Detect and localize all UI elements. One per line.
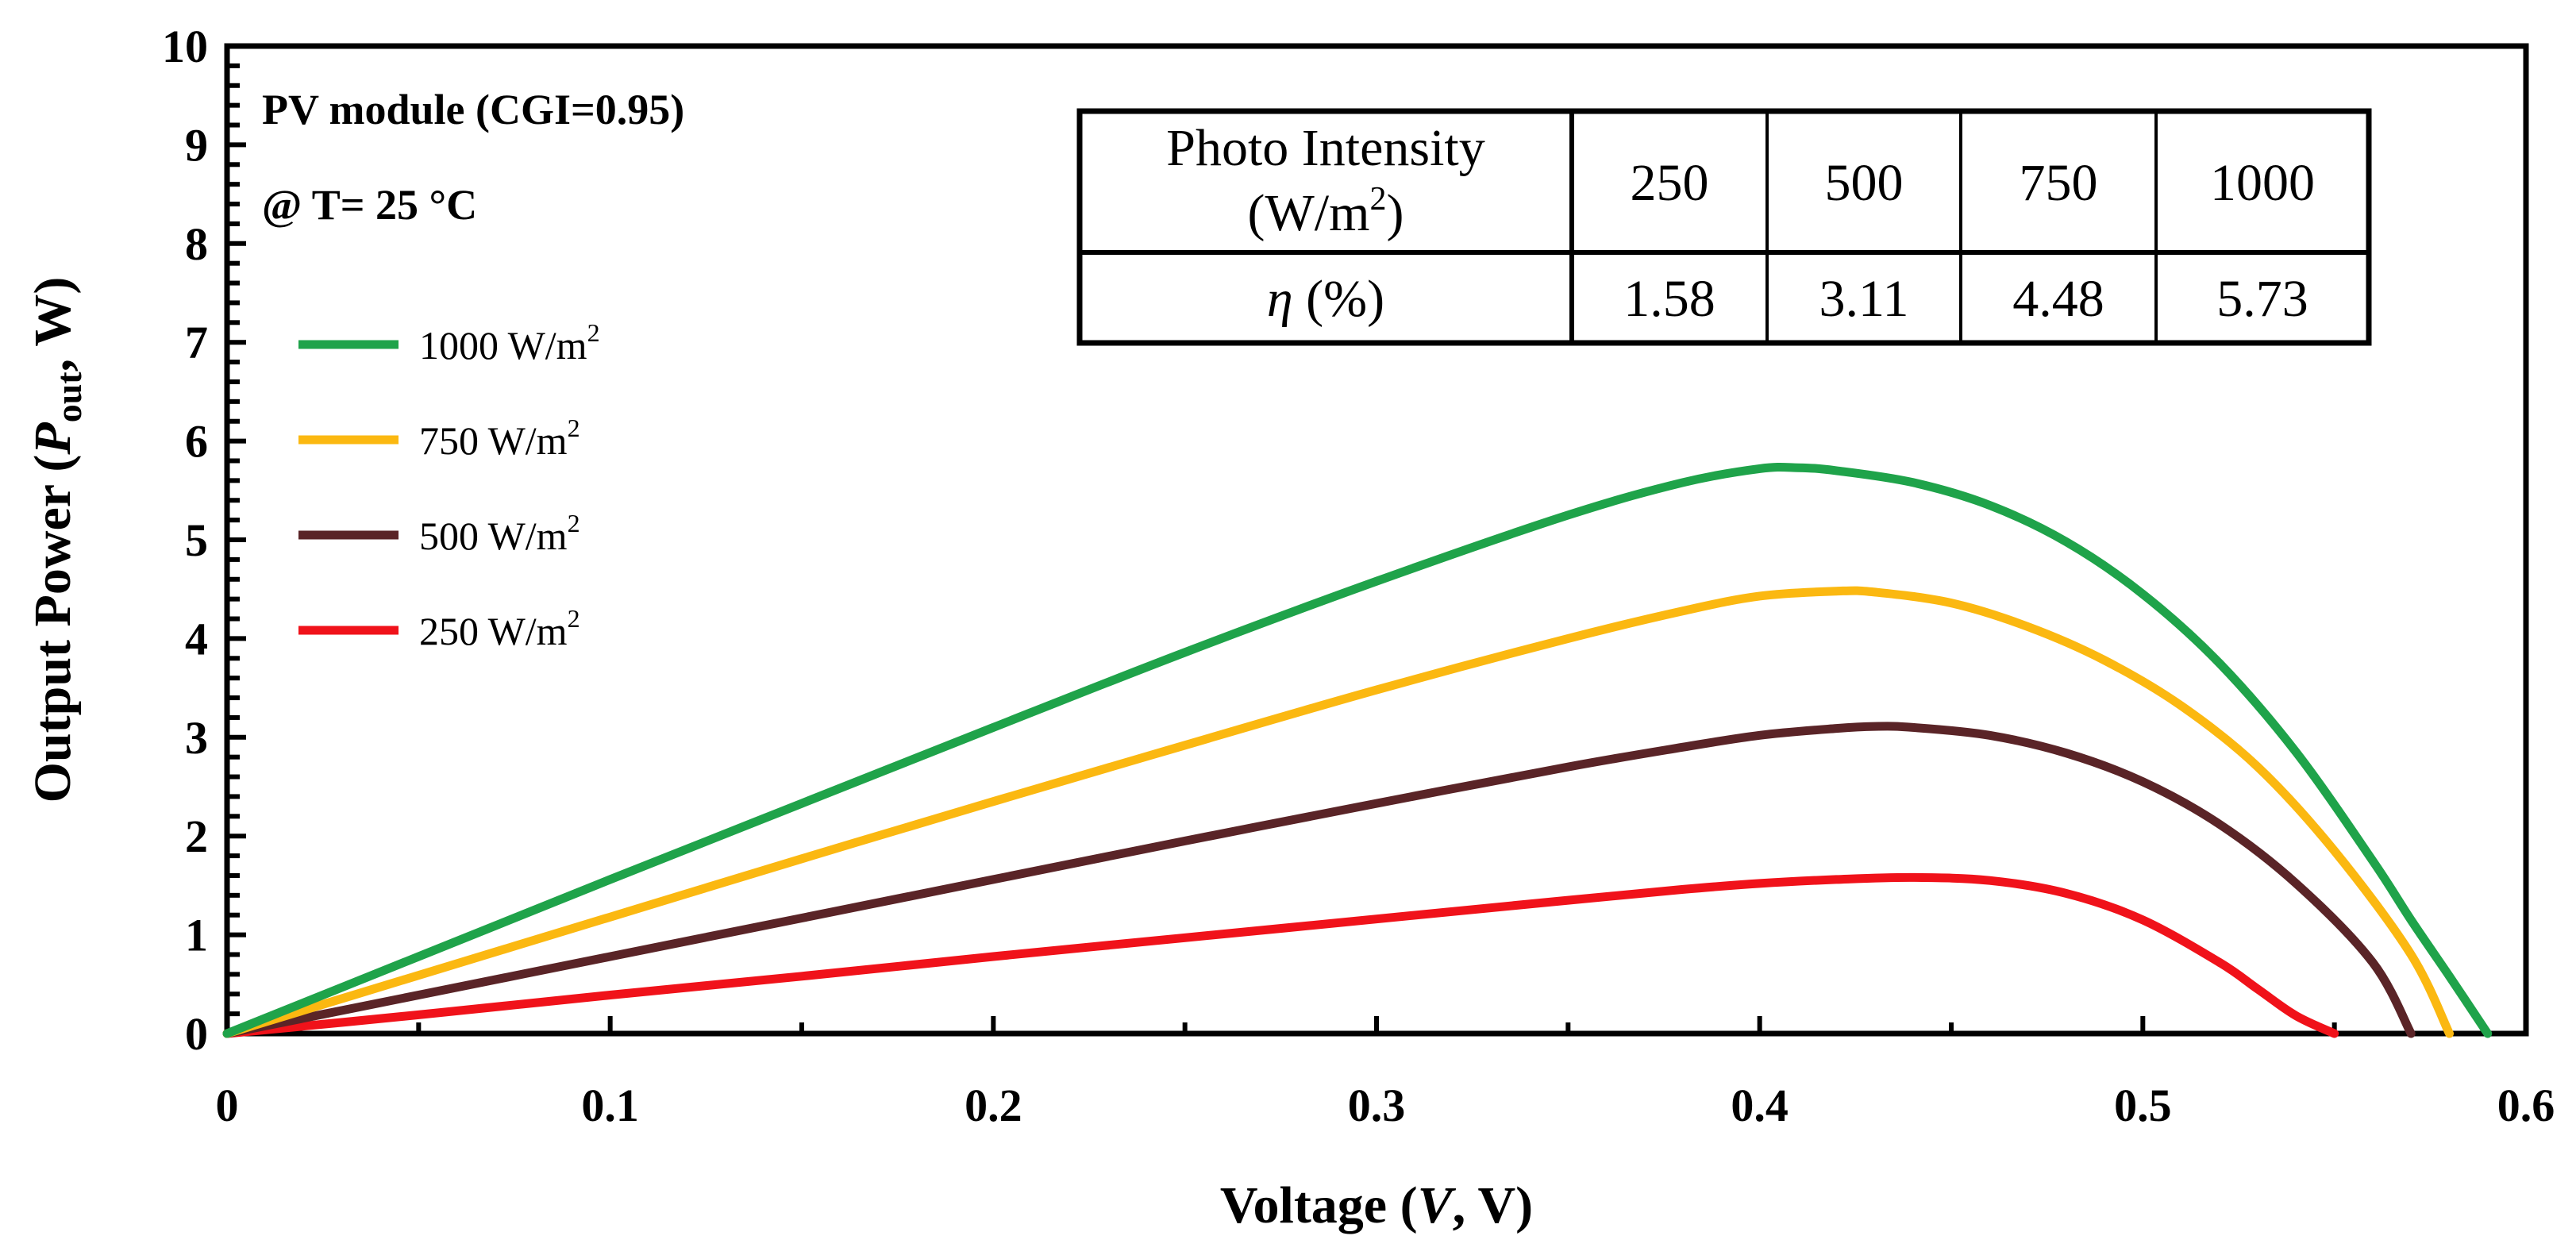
y-tick-label: 6: [185, 416, 208, 468]
x-axis-title-unit: V: [1477, 1176, 1515, 1234]
y-tick-label: 7: [185, 317, 208, 368]
y-axis-ticks: [227, 44, 246, 1036]
series-line-1000-wm2: [222, 462, 2493, 1038]
y-tick-label: 2: [185, 810, 208, 862]
inset-table-efficiency-250: 1.58: [1623, 270, 1715, 328]
legend-label-250: 250 W/m2: [419, 604, 580, 653]
x-tick-label: 0.5: [2114, 1080, 2172, 1131]
inset-table-intensity-1000: 1000: [2210, 154, 2315, 212]
x-axis-tick-labels: 0 0.1 0.2 0.3 0.4 0.5 0.6: [216, 1080, 2555, 1131]
inset-table-border: [1076, 108, 2372, 346]
y-axis-tick-labels: 0 1 2 3 4 5 6 7 8 9 10: [162, 21, 208, 1060]
inset-table-intensity-250: 250: [1631, 154, 1709, 212]
series-lines: [222, 462, 2493, 1038]
legend: 1000 W/m2 750 W/m2 500 W/m2 250 W/m2: [298, 318, 600, 653]
y-tick-label: 1: [185, 910, 208, 961]
y-tick-label: 5: [185, 514, 208, 566]
annotation-temperature: @ T= 25 °C: [262, 181, 477, 229]
x-tick-label: 0.1: [581, 1080, 639, 1131]
x-tick-label: 0.3: [1348, 1080, 1406, 1131]
y-axis-title-text: Output Power: [24, 485, 82, 803]
legend-label-1000: 1000 W/m2: [419, 318, 600, 368]
inset-table-efficiency-750: 4.48: [2012, 270, 2104, 328]
x-tick-label: 0.6: [2497, 1080, 2555, 1131]
y-axis-title-unit: W: [24, 295, 82, 347]
inset-table-header-label-line1: Photo Intensity: [1166, 119, 1485, 177]
y-axis-title-sub: out: [48, 372, 89, 423]
inset-table-efficiency-500: 3.11: [1819, 270, 1908, 328]
inset-table-efficiency-1000: 5.73: [2216, 270, 2308, 328]
annotation-module: PV module (CGI=0.95): [262, 86, 684, 133]
x-tick-label: 0: [216, 1080, 239, 1131]
x-axis-title-var: V: [1418, 1176, 1457, 1234]
series-line-250-wm2: [222, 872, 2339, 1038]
y-axis-title-var: P: [24, 422, 82, 456]
y-tick-label: 3: [185, 712, 208, 764]
y-tick-label: 8: [185, 218, 208, 270]
inset-table-intensity-500: 500: [1825, 154, 1904, 212]
y-tick-label: 9: [185, 119, 208, 171]
y-tick-label: 10: [162, 21, 208, 72]
series-line-500-wm2: [222, 722, 2416, 1038]
y-tick-label: 0: [185, 1008, 208, 1060]
x-tick-label: 0.2: [965, 1080, 1022, 1131]
legend-label-750: 750 W/m2: [419, 414, 580, 463]
inset-table-header-label-line2: (W/m2): [1248, 181, 1404, 242]
inset-table-intensity-750: 750: [2020, 154, 2098, 212]
series-line-750-wm2: [222, 586, 2454, 1038]
y-tick-label: 4: [185, 613, 208, 664]
y-axis-title: Output Power (Pout, W): [24, 277, 89, 803]
x-axis-title-text: Voltage: [1220, 1176, 1387, 1234]
inset-table-efficiency-label: η (%): [1267, 270, 1384, 328]
inset-efficiency-table: Photo Intensity (W/m2) 250 500 750 1000 …: [1076, 108, 2372, 346]
x-tick-label: 0.4: [1731, 1080, 1789, 1131]
x-axis-title: Voltage (V, V): [1220, 1176, 1533, 1234]
legend-label-500: 500 W/m2: [419, 509, 580, 558]
